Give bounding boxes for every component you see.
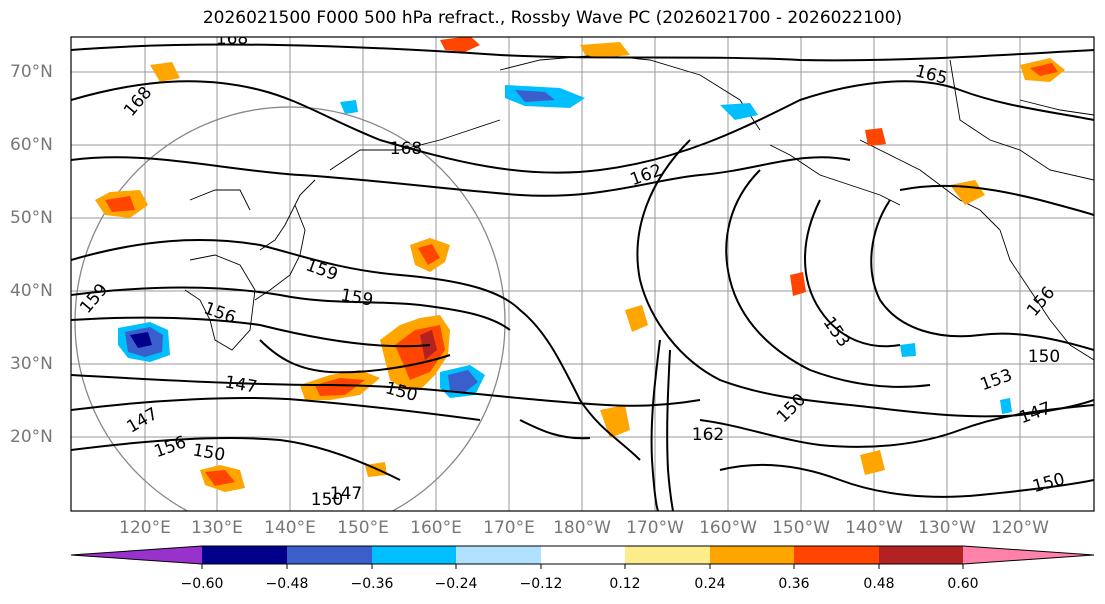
lat-label: 20°N bbox=[10, 427, 53, 447]
coastlines bbox=[184, 54, 1094, 361]
graticule bbox=[71, 37, 1094, 511]
lon-label: 120°E bbox=[119, 518, 171, 538]
lon-label: 160°E bbox=[410, 518, 462, 538]
colorbar-tick-label: −0.60 bbox=[180, 576, 224, 592]
lon-label: 160°W bbox=[699, 518, 757, 538]
lon-label: 170°E bbox=[483, 518, 535, 538]
lon-label: 150°E bbox=[337, 518, 389, 538]
colorbar-bin bbox=[625, 546, 710, 564]
contour-label: 150 bbox=[1028, 347, 1060, 367]
colorbar-extend-min bbox=[71, 546, 202, 564]
colorbar-tick-label: −0.24 bbox=[434, 576, 478, 592]
colorbar-tick-label: 0.12 bbox=[609, 576, 641, 592]
lat-label: 70°N bbox=[10, 62, 53, 82]
contour-label: 168 bbox=[216, 29, 248, 49]
colorbar-bin bbox=[794, 546, 879, 564]
colorbar-tick-label: −0.36 bbox=[350, 576, 394, 592]
colorbar bbox=[70, 545, 1095, 569]
colorbar-tick-label: −0.48 bbox=[265, 576, 309, 592]
lat-label: 60°N bbox=[10, 135, 53, 155]
lon-label: 150°W bbox=[772, 518, 830, 538]
lat-label: 30°N bbox=[10, 354, 53, 374]
lon-label: 130°W bbox=[918, 518, 976, 538]
colorbar-tick-label: −0.12 bbox=[519, 576, 563, 592]
lon-label: 120°W bbox=[991, 518, 1049, 538]
lat-label: 50°N bbox=[10, 208, 53, 228]
plot-frame bbox=[70, 36, 1095, 512]
colorbar-tick-label: 0.48 bbox=[863, 576, 895, 592]
map-title: 2026021500 F000 500 hPa refract., Rossby… bbox=[202, 8, 903, 28]
contour-label: 168 bbox=[390, 139, 422, 159]
colorbar-bin bbox=[710, 546, 794, 564]
lon-label: 140°W bbox=[845, 518, 903, 538]
lon-label: 130°E bbox=[191, 518, 243, 538]
highlight-circle bbox=[74, 106, 506, 511]
colorbar-bin bbox=[541, 546, 625, 564]
colorbar-extend-max bbox=[963, 546, 1094, 564]
lon-label: 140°E bbox=[264, 518, 316, 538]
contour-lines bbox=[71, 43, 1094, 511]
colorbar-bin bbox=[287, 546, 372, 564]
colorbar-bin bbox=[202, 546, 287, 564]
contour-label: 162 bbox=[692, 425, 724, 445]
contour-label: 150 bbox=[311, 490, 343, 510]
lat-label: 40°N bbox=[10, 281, 53, 301]
contour-label: 147 bbox=[330, 484, 362, 504]
colorbar-tick-label: 0.60 bbox=[947, 576, 979, 592]
colorbar-bin bbox=[879, 546, 963, 564]
colorbar-bin bbox=[372, 546, 456, 564]
colorbar-tick-label: 0.36 bbox=[778, 576, 810, 592]
lon-label: 180°W bbox=[553, 518, 611, 538]
lon-label: 170°W bbox=[626, 518, 684, 538]
colorbar-bin bbox=[456, 546, 541, 564]
colorbar-tick-label: 0.24 bbox=[694, 576, 726, 592]
